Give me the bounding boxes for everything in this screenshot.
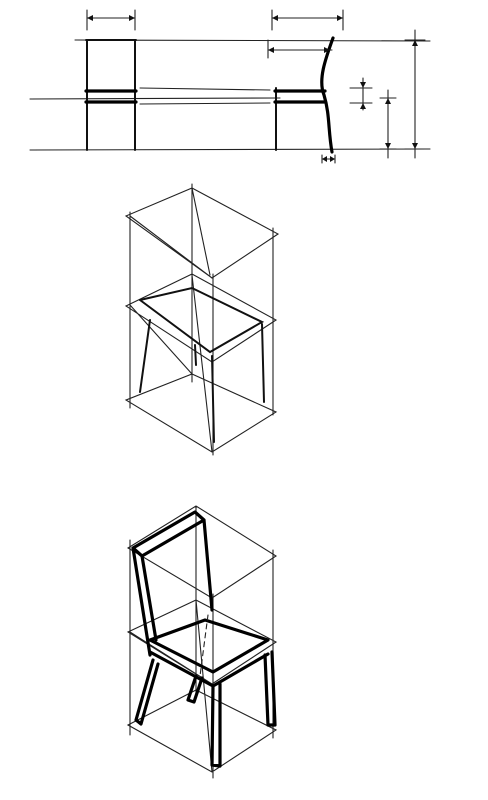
front-view <box>85 39 137 151</box>
box-lines <box>126 505 278 779</box>
side-seat <box>273 89 327 104</box>
front-seat <box>84 89 138 104</box>
side-backrest <box>320 36 335 154</box>
hidden-leg <box>199 614 209 677</box>
chair <box>131 510 277 768</box>
rough-chair <box>139 286 265 443</box>
isometric-box <box>124 183 280 456</box>
orthographic-views <box>29 9 431 164</box>
dimension-lines <box>86 9 426 164</box>
guide-lines <box>29 39 431 151</box>
isometric-chair <box>126 505 278 779</box>
